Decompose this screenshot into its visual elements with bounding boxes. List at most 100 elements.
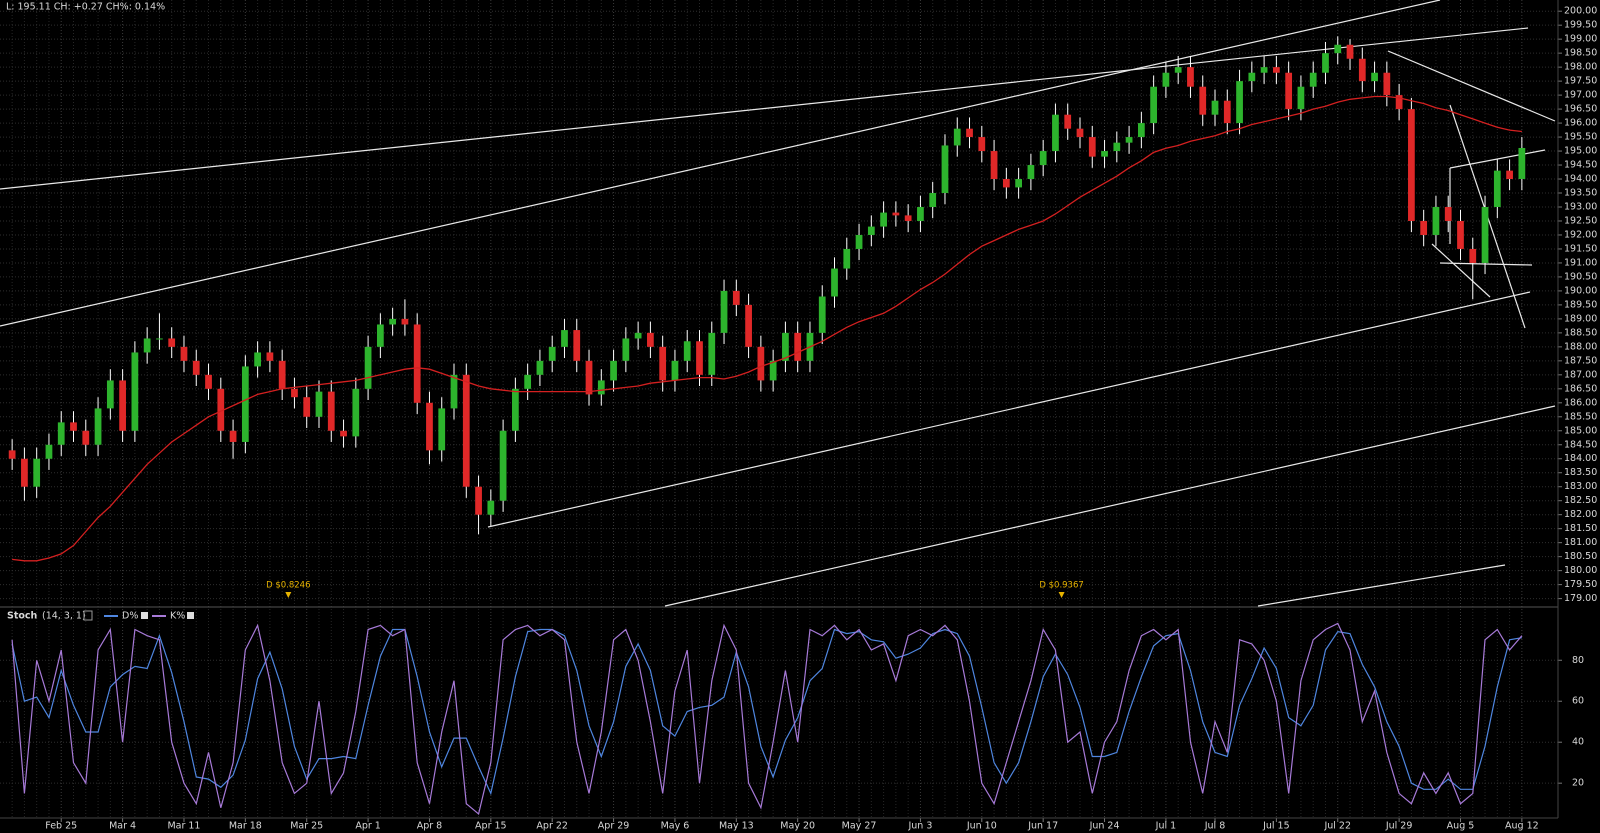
dividend-label: D $0.8246 [266, 581, 310, 591]
y-tick-label: 188.50 [1564, 327, 1597, 338]
y-tick-label: 195.00 [1564, 146, 1597, 157]
x-tick-label: Mar 11 [167, 821, 200, 832]
candle-body [1248, 72, 1256, 82]
candle-body [1125, 137, 1133, 143]
moving-average [12, 95, 1522, 562]
y-tick-label: 187.50 [1564, 355, 1597, 366]
y-tick-label: 181.00 [1564, 537, 1597, 548]
candle-body [143, 338, 151, 353]
candle-body [1481, 206, 1489, 263]
candle-body [499, 430, 507, 501]
trend-line [1431, 243, 1491, 298]
candle-body [192, 360, 200, 375]
candle-body [94, 408, 102, 445]
candle-body [315, 391, 323, 417]
candle-body [1346, 44, 1354, 59]
indicator-params: (14, 3, 1) [42, 611, 86, 622]
trend-line [664, 405, 1556, 607]
y-tick-label: 185.00 [1564, 425, 1597, 436]
candle-body [536, 360, 544, 375]
candle-body [156, 338, 163, 340]
candle-body [1174, 67, 1182, 73]
candle-body [217, 388, 225, 431]
y-tick-label: 188.00 [1564, 341, 1597, 352]
candle-body [1285, 72, 1293, 110]
x-tick-label: May 13 [719, 821, 754, 832]
candle-body [21, 458, 28, 487]
candle-body [1002, 179, 1010, 188]
trend-line [0, 27, 1529, 190]
y-tick-label: 40 [1572, 737, 1584, 748]
candle-body [1309, 72, 1317, 87]
checkbox[interactable] [187, 612, 194, 619]
y-tick-label: 181.50 [1564, 523, 1597, 534]
candle-body [57, 422, 65, 445]
y-tick-label: 194.00 [1564, 174, 1597, 185]
candle-body [119, 380, 126, 431]
candle-body [266, 352, 274, 361]
y-tick-label: 195.50 [1564, 132, 1597, 143]
y-tick-label: 192.50 [1564, 215, 1597, 226]
trend-lines [0, 0, 1556, 607]
candle-body [1076, 128, 1084, 138]
candle-body [573, 330, 581, 361]
trend-line [1257, 564, 1506, 607]
x-tick-label: Mar 25 [290, 821, 323, 832]
x-tick-label: Jul 8 [1204, 821, 1226, 832]
y-tick-label: 200.00 [1564, 6, 1597, 17]
x-tick-label: Mar 4 [109, 821, 136, 832]
y-tick-label: 190.50 [1564, 271, 1597, 282]
dividend-marker [285, 592, 292, 598]
y-tick-label: 180.50 [1564, 551, 1597, 562]
x-tick-label: May 6 [661, 821, 690, 832]
y-tick-label: 193.50 [1564, 188, 1597, 199]
candle-body [131, 352, 139, 431]
candle-body [610, 360, 617, 381]
x-tick-label: Jun 17 [1027, 821, 1058, 832]
candle-body [524, 374, 532, 389]
candle-body [512, 388, 519, 431]
x-tick-label: Aug 12 [1505, 821, 1539, 832]
x-tick-label: Mar 18 [229, 821, 262, 832]
y-tick-label: 187.00 [1564, 369, 1597, 380]
candle-body [291, 388, 298, 398]
candle-body [990, 151, 998, 180]
candle-body [1150, 86, 1158, 124]
candle-body [732, 290, 740, 305]
candle-body [1322, 53, 1329, 73]
candle-body [413, 324, 421, 403]
candle-body [917, 206, 924, 221]
y-tick-label: 185.50 [1564, 411, 1597, 422]
x-tick-label: Apr 8 [417, 821, 443, 832]
candle-body [8, 450, 16, 459]
candle-body [1187, 67, 1194, 87]
x-tick-label: Jun 3 [907, 821, 932, 832]
checkbox[interactable] [141, 612, 148, 619]
x-tick-label: Aug 5 [1447, 821, 1475, 832]
candle-body [782, 332, 789, 361]
candle-body [1199, 86, 1207, 115]
candle-body [561, 330, 568, 347]
candle-body [1506, 170, 1513, 180]
candle-body [1518, 147, 1526, 180]
candle-body [585, 360, 593, 395]
x-tick-label: Apr 22 [536, 821, 568, 832]
y-tick-label: 60 [1572, 696, 1584, 707]
trend-line [487, 291, 1531, 528]
candle-body [70, 422, 77, 431]
y-tick-label: 197.50 [1564, 76, 1597, 87]
candle-body [303, 397, 311, 417]
candle-body [1260, 67, 1268, 73]
candle-body [1027, 165, 1035, 180]
x-tick-label: Apr 15 [475, 821, 507, 832]
candle-body [818, 296, 826, 333]
x-tick-label: May 27 [842, 821, 877, 832]
candle-body [843, 248, 851, 269]
settings-icon[interactable] [83, 610, 93, 621]
candle-body [941, 145, 949, 194]
candle-body [426, 402, 433, 451]
candle-body [683, 341, 691, 361]
legend-label: D% [122, 611, 138, 622]
candle-body [1358, 58, 1366, 82]
